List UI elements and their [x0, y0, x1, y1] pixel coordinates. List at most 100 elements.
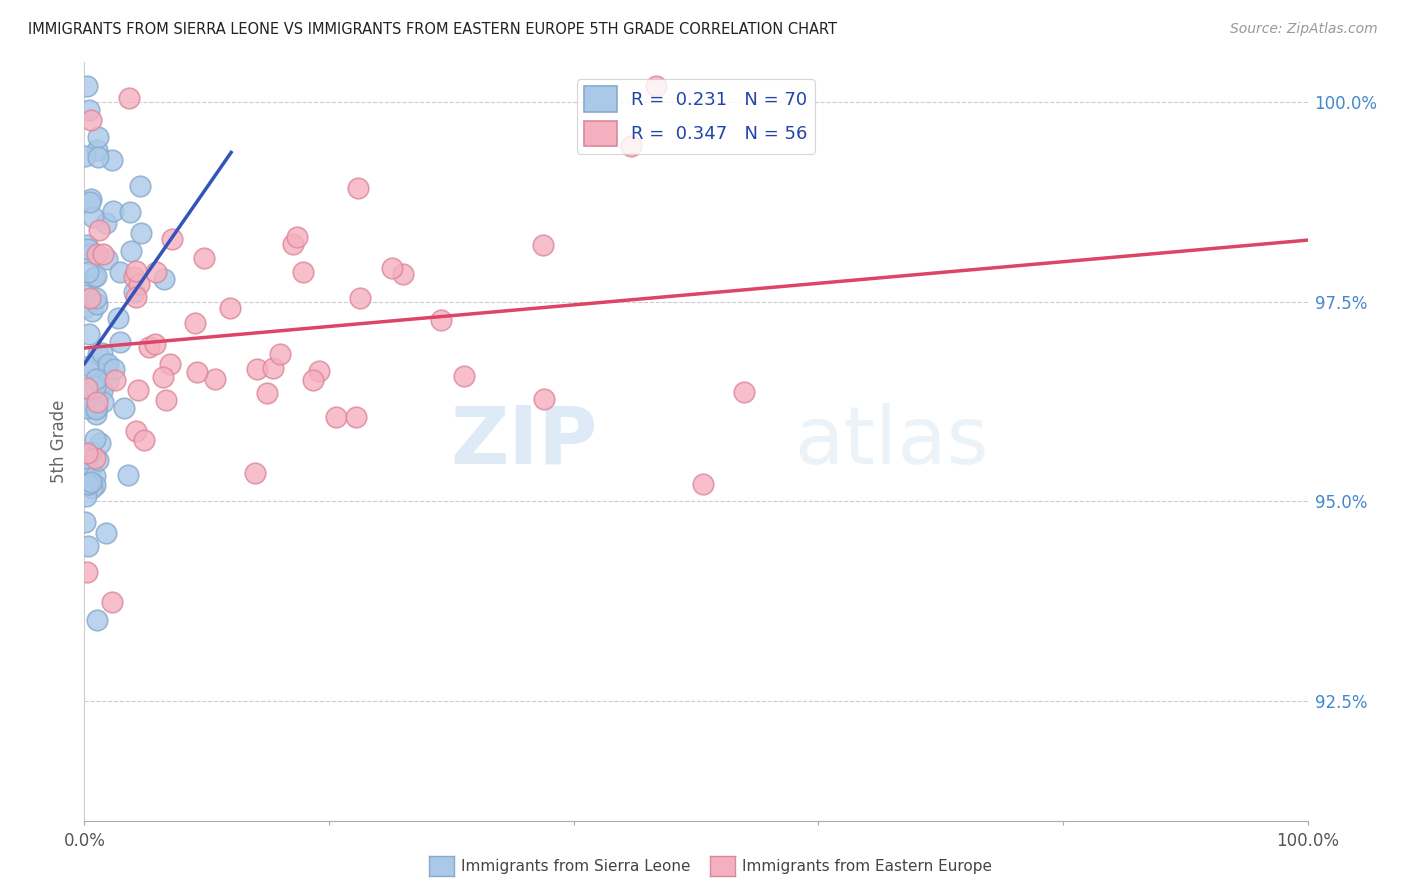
Point [100, 153, 122, 168]
Point [86, 246, 108, 260]
Point [87, 223, 110, 237]
Point [219, 301, 242, 315]
Point [84, 379, 107, 393]
Point [145, 265, 167, 279]
Point [103, 373, 125, 387]
Point [152, 369, 174, 384]
Point [91, 395, 114, 409]
Point [80, 112, 103, 127]
Point [108, 265, 131, 279]
Point [84, 269, 107, 284]
Text: ZIP: ZIP [451, 402, 598, 481]
Point [129, 227, 152, 241]
Point [79, 247, 101, 261]
Text: Source: ZipAtlas.com: Source: ZipAtlas.com [1230, 22, 1378, 37]
Legend: R =  0.231   N = 70, R =  0.347   N = 56: R = 0.231 N = 70, R = 0.347 N = 56 [576, 79, 815, 153]
Point [107, 310, 129, 325]
Point [76, 79, 98, 94]
Point [302, 373, 325, 387]
Point [127, 383, 149, 397]
Point [79, 463, 101, 477]
Point [87, 452, 110, 467]
Point [132, 434, 155, 448]
Point [125, 424, 148, 438]
Point [77, 242, 100, 256]
Point [94, 216, 117, 230]
Point [453, 368, 475, 383]
Point [79, 475, 101, 489]
Point [112, 401, 135, 415]
Point [108, 335, 131, 350]
Point [76, 565, 98, 579]
Point [96, 526, 118, 541]
Point [86, 400, 108, 414]
Point [101, 204, 124, 219]
Point [82, 210, 104, 224]
Point [153, 272, 176, 286]
Point [733, 384, 755, 399]
Point [73, 398, 96, 412]
Point [96, 252, 118, 266]
Y-axis label: 5th Grade: 5th Grade [51, 400, 69, 483]
Point [285, 229, 308, 244]
Point [100, 595, 122, 609]
Point [77, 265, 100, 279]
Point [246, 362, 269, 376]
Point [77, 103, 100, 117]
Point [82, 481, 104, 495]
Point [143, 337, 166, 351]
Point [186, 365, 208, 379]
Point [269, 347, 291, 361]
Point [83, 270, 105, 285]
Point [79, 291, 101, 305]
Point [184, 316, 207, 330]
Point [86, 402, 108, 417]
Point [75, 451, 97, 466]
Point [73, 516, 96, 530]
Point [122, 270, 145, 285]
Point [291, 265, 314, 279]
Text: atlas: atlas [794, 402, 988, 481]
Point [308, 364, 330, 378]
Point [86, 143, 108, 157]
Point [86, 150, 108, 164]
Point [344, 409, 367, 424]
Point [86, 613, 108, 627]
Point [692, 477, 714, 491]
Point [77, 539, 100, 553]
Point [75, 489, 97, 503]
Point [193, 251, 215, 265]
Point [138, 341, 160, 355]
Point [84, 291, 107, 305]
Point [77, 327, 100, 342]
Point [117, 467, 139, 482]
Point [75, 149, 97, 163]
Point [103, 361, 125, 376]
Point [84, 432, 107, 446]
Point [86, 347, 108, 361]
Point [430, 312, 453, 326]
Point [77, 477, 100, 491]
Point [118, 204, 141, 219]
Point [77, 477, 100, 491]
Point [533, 392, 555, 406]
Point [96, 357, 118, 371]
Point [349, 292, 371, 306]
Point [256, 386, 278, 401]
Point [128, 179, 150, 194]
Point [93, 247, 115, 261]
Text: Immigrants from Eastern Europe: Immigrants from Eastern Europe [742, 859, 993, 873]
Point [155, 393, 177, 408]
Point [76, 238, 98, 252]
Point [160, 232, 183, 246]
Point [122, 285, 145, 299]
Point [84, 451, 107, 466]
Point [118, 91, 141, 105]
Point [75, 288, 97, 302]
Point [76, 381, 98, 395]
Point [120, 244, 142, 258]
Point [80, 303, 103, 318]
Point [79, 195, 101, 210]
Point [89, 436, 111, 450]
Point [75, 301, 97, 315]
